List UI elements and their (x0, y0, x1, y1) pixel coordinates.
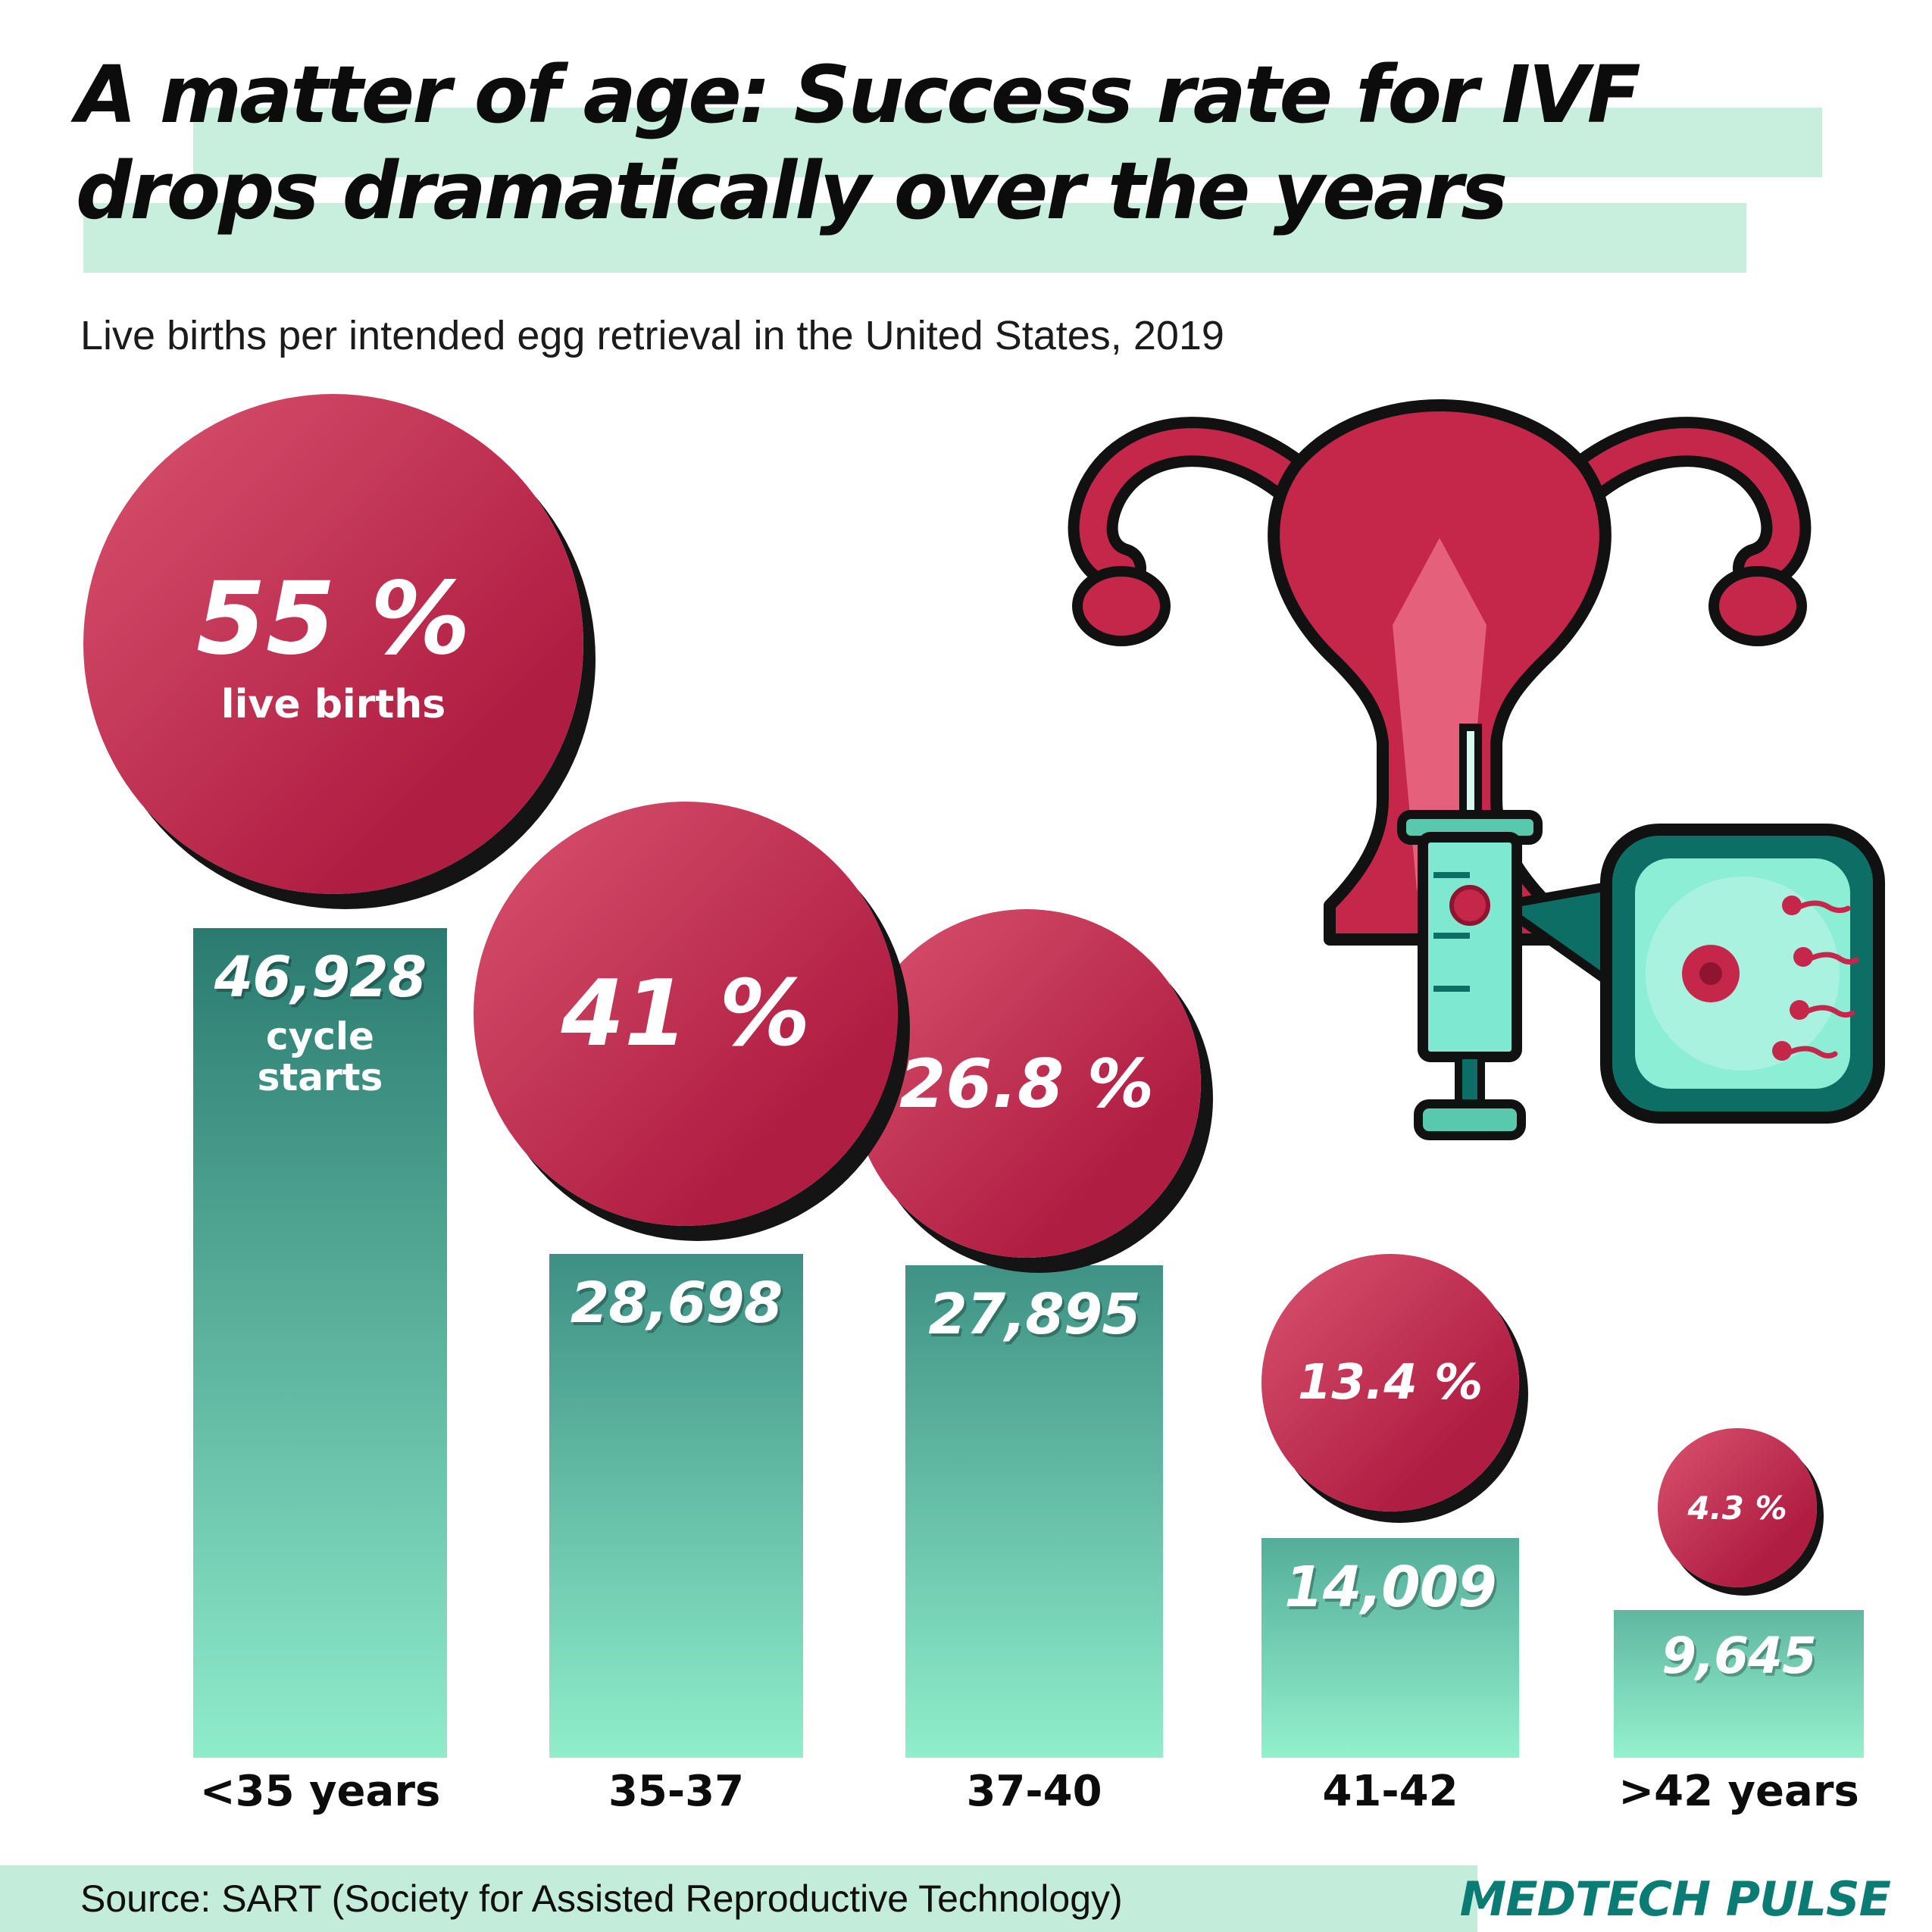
success-rate-bubble-under-35: 55 % live births (83, 394, 583, 894)
bar-over-42-years: 9,645 (1614, 1610, 1864, 1758)
cycle-starts-value: 46,928 (214, 945, 427, 1010)
syringe-icon (1397, 724, 1543, 1140)
success-rate-value: 26.8 % (899, 1044, 1154, 1123)
axis-label-35-37: 35-37 (608, 1767, 745, 1816)
success-rate-bubble-41-42: 13.4 % (1261, 1254, 1519, 1512)
page-title-line1: A matter of age: Success rate for IVF (76, 48, 1641, 141)
page-title-line2: drops dramatically over the years (76, 144, 1508, 237)
page-title: A matter of age: Success rate for IVF dr… (76, 47, 1894, 239)
bar-41-42: 14,009 (1261, 1538, 1519, 1758)
bar-under-35-years: 46,928 cycle starts (193, 928, 447, 1758)
uterus-icon (1068, 399, 1812, 946)
title-highlight-line1 (193, 108, 1822, 177)
source-strip: Source: SART (Society for Assisted Repro… (0, 1865, 1477, 1932)
axis-label-41-42: 41-42 (1322, 1767, 1458, 1816)
success-rate-value: 41 % (561, 961, 811, 1067)
axis-label-over-42-years: >42 years (1618, 1767, 1859, 1816)
cycle-starts-value: 14,009 (1284, 1555, 1497, 1620)
cycle-starts-value: 28,698 (570, 1271, 783, 1336)
egg-in-syringe-icon (1449, 885, 1490, 926)
sperm-icon (1772, 896, 1859, 1061)
cycle-starts-value: 27,895 (928, 1282, 1141, 1347)
success-rate-value: 4.3 % (1687, 1489, 1787, 1527)
success-rate-bubble-over-42: 4.3 % (1658, 1428, 1817, 1587)
medtech-pulse-logo: MEDTECH PULSE (1459, 1871, 1891, 1927)
cycle-starts-caption: cycle starts (257, 1014, 383, 1099)
page-subtitle: Live births per intended egg retrieval i… (80, 313, 1224, 358)
title-highlight-line2 (83, 203, 1746, 273)
cycle-starts-value: 9,645 (1662, 1627, 1817, 1685)
success-rate-value: 13.4 % (1297, 1355, 1483, 1411)
ovary-icon (1708, 566, 1807, 646)
ivf-illustration (1068, 399, 1885, 1140)
success-rate-bubble-35-37: 41 % (474, 802, 898, 1226)
source-text: Source: SART (Society for Assisted Repro… (80, 1877, 1123, 1920)
axis-label-37-40: 37-40 (966, 1767, 1102, 1816)
success-rate-bubble-37-40: 26.8 % (852, 909, 1201, 1258)
success-rate-caption: live births (220, 682, 446, 727)
petri-dish-icon (1600, 824, 1885, 1124)
bar-35-37: 28,698 (549, 1254, 803, 1758)
success-rate-value: 55 % (196, 561, 470, 677)
bar-37-40: 27,895 (905, 1265, 1163, 1758)
axis-label-under-35-years: <35 years (199, 1767, 441, 1816)
ovary-icon (1072, 566, 1171, 646)
